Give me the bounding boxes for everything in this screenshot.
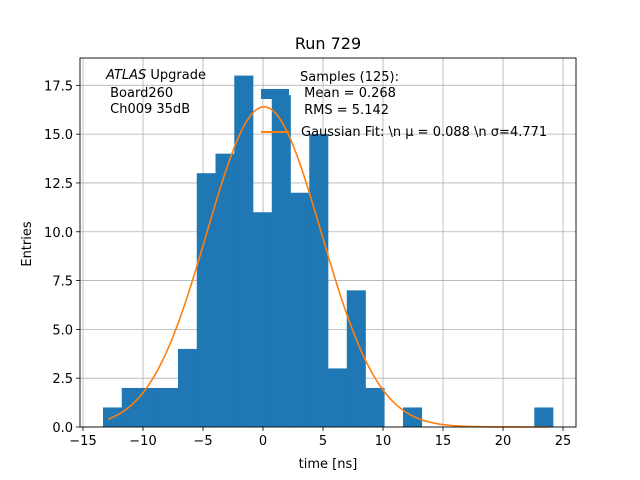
y-tick-label: 17.5 [44,79,73,94]
y-axis-label: Entries [20,221,35,267]
y-axis-ticks: 0.0 2.5 5.0 7.5 10.0 12.5 15.0 17.5 [44,79,80,436]
histogram-bar [121,387,141,427]
upgrade-label: Upgrade [146,68,206,83]
histogram-bar [271,95,291,427]
histogram-bar [215,153,235,427]
board-label: Board260 [106,86,173,101]
x-tick-label: −5 [193,434,212,449]
y-tick-label: 12.5 [44,177,73,192]
x-tick-label: 15 [435,434,452,449]
x-tick-label: 5 [319,434,327,449]
histogram-bar [290,192,310,427]
y-tick-label: 7.5 [52,275,73,290]
x-tick-label: −15 [69,434,96,449]
chart-title: Run 729 [295,34,361,53]
histogram-bar [140,387,160,427]
x-tick-label: 20 [495,434,512,449]
atlas-label: ATLAS [105,68,146,83]
histogram-bar [234,75,254,428]
channel-label: Ch009 35dB [106,102,190,117]
histogram-bar [253,212,273,427]
legend-samples-mean: Mean = 0.268 [300,86,396,101]
histogram-bar [328,368,348,427]
legend-samples-line1: Samples (125): [300,70,399,85]
x-axis-ticks: −15 −10 −5 0 5 10 15 20 25 [69,427,571,449]
y-tick-label: 0.0 [52,421,73,436]
x-tick-label: 10 [375,434,392,449]
histogram-bar [309,134,329,427]
y-tick-label: 5.0 [52,323,73,338]
y-tick-label: 2.5 [52,372,73,387]
histogram-bar [178,348,198,427]
svg-text:ATLAS Upgrade: ATLAS Upgrade [105,68,206,83]
histogram-bar [365,387,385,427]
x-tick-label: −10 [129,434,156,449]
axes-frame [79,57,577,428]
y-tick-label: 10.0 [44,226,73,241]
histogram-bar [403,407,423,427]
legend-fit-label: Gaussian Fit: \n μ = 0.088 \n σ=4.771 [301,125,547,140]
x-tick-label: 0 [259,434,267,449]
histogram-bar [534,407,554,427]
histogram-bar [159,387,179,427]
legend: Samples (125): Mean = 0.268 RMS = 5.142 … [261,70,547,140]
histogram-bar [346,290,366,427]
x-axis-label: time [ns] [299,457,358,472]
legend-samples-rms: RMS = 5.142 [300,103,389,118]
atlas-annotation: ATLAS Upgrade Board260 Ch009 35dB [105,68,206,117]
x-tick-label: 25 [555,434,572,449]
y-tick-label: 15.0 [44,128,73,143]
histogram-bar [196,173,216,427]
legend-samples-swatch [261,89,289,99]
